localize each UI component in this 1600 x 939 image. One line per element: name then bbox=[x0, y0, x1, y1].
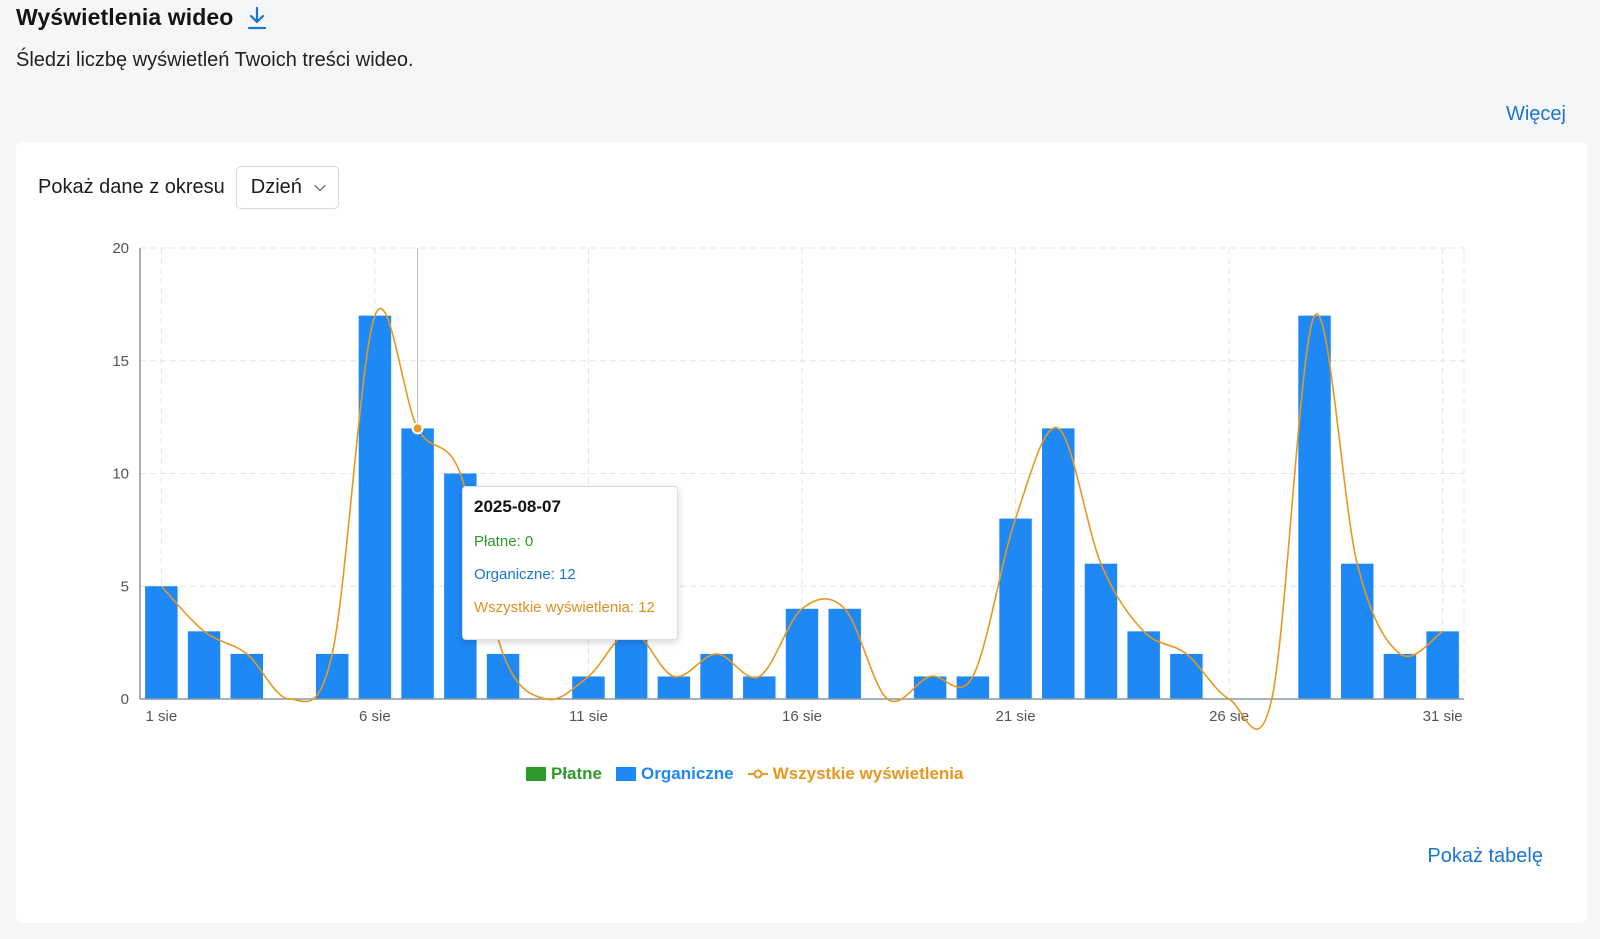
header: Wyświetlenia wideo bbox=[16, 4, 269, 31]
x-tick-label: 6 sie bbox=[359, 708, 391, 725]
page-title: Wyświetlenia wideo bbox=[16, 4, 234, 30]
tooltip-date: 2025-08-07 bbox=[474, 497, 561, 516]
legend-item-organic[interactable]: Organiczne bbox=[616, 764, 734, 784]
legend-swatch-organic bbox=[616, 767, 637, 781]
x-tick-label: 16 sie bbox=[782, 708, 822, 725]
chart-tooltip: 2025-08-07 Płatne: 0 Organiczne: 12 Wszy… bbox=[462, 486, 678, 640]
chevron-down-icon bbox=[314, 184, 326, 191]
legend-line-icon bbox=[747, 769, 768, 779]
bar-organic bbox=[358, 315, 392, 699]
bar-organic bbox=[1170, 653, 1203, 699]
period-select[interactable]: Dzień bbox=[235, 166, 339, 209]
y-tick-label: 0 bbox=[121, 691, 129, 708]
y-tick-label: 20 bbox=[112, 240, 129, 257]
tooltip-all: Wszystkie wyświetlenia: 12 bbox=[474, 599, 655, 616]
bar-organic bbox=[614, 631, 648, 699]
x-tick-label: 31 sie bbox=[1423, 708, 1463, 725]
video-views-chart: 0 5 10 15 20 1 sie 6 sie 11 sie 16 sie 21 sie 26 s… bbox=[112, 240, 1465, 730]
y-tick-label: 5 bbox=[121, 578, 129, 595]
period-filter: Pokaż dane z okresu Dzień bbox=[38, 166, 339, 209]
bar-organic bbox=[401, 428, 434, 699]
line-all-views bbox=[160, 307, 1444, 730]
tooltip-organic: Organiczne: 12 bbox=[474, 566, 576, 583]
legend-item-all[interactable]: Wszystkie wyświetlenia bbox=[747, 764, 964, 784]
y-tick-label: 15 bbox=[112, 353, 129, 370]
bar-organic bbox=[1084, 563, 1118, 699]
legend-label-paid: Płatne bbox=[551, 764, 603, 783]
legend-label-organic: Organiczne bbox=[641, 764, 734, 783]
bar-organic bbox=[1042, 428, 1075, 699]
more-link[interactable]: Więcej bbox=[1505, 103, 1566, 125]
legend-swatch-paid bbox=[526, 767, 546, 781]
bar-organic bbox=[743, 676, 776, 699]
download-icon[interactable] bbox=[245, 5, 269, 31]
bar-organic bbox=[1127, 631, 1160, 699]
highlight-point bbox=[411, 422, 424, 435]
x-tick-label: 11 sie bbox=[569, 708, 608, 725]
bar-organic bbox=[785, 608, 819, 699]
bar-organic bbox=[1426, 631, 1459, 699]
bar-organic bbox=[230, 653, 264, 699]
bar-organic bbox=[187, 631, 221, 699]
bar-organic bbox=[700, 653, 733, 699]
page-subtitle: Śledzi liczbę wyświetleń Twoich treści w… bbox=[16, 49, 414, 71]
legend-label-all: Wszystkie wyświetlenia bbox=[772, 764, 964, 783]
show-table-link[interactable]: Pokaż tabelę bbox=[1427, 845, 1543, 867]
bar-organic bbox=[572, 676, 605, 699]
legend-item-paid[interactable]: Płatne bbox=[526, 764, 602, 784]
period-select-value: Dzień bbox=[250, 176, 302, 198]
bar-organic bbox=[145, 586, 178, 699]
x-tick-label: 26 sie bbox=[1209, 708, 1249, 725]
bar-organic bbox=[315, 653, 349, 699]
bar-organic bbox=[828, 608, 861, 699]
chart-card: Pokaż dane z okresu Dzień 0 5 10 15 20 1 sie 6… bbox=[16, 142, 1587, 923]
bar-organic bbox=[999, 518, 1032, 699]
x-tick-label: 21 sie bbox=[996, 708, 1036, 725]
y-tick-label: 10 bbox=[112, 466, 129, 483]
bar-organic bbox=[1340, 563, 1374, 699]
chart-legend: Płatne Organiczne Wszystkie wyświetlenia bbox=[526, 764, 978, 784]
bar-organic bbox=[1383, 653, 1417, 699]
bar-organic bbox=[657, 676, 691, 699]
bar-organic bbox=[956, 676, 990, 699]
tooltip-paid: Płatne: 0 bbox=[474, 533, 534, 550]
bar-organic bbox=[1298, 315, 1331, 699]
x-tick-label: 1 sie bbox=[146, 708, 178, 725]
period-label: Pokaż dane z okresu bbox=[38, 176, 225, 198]
